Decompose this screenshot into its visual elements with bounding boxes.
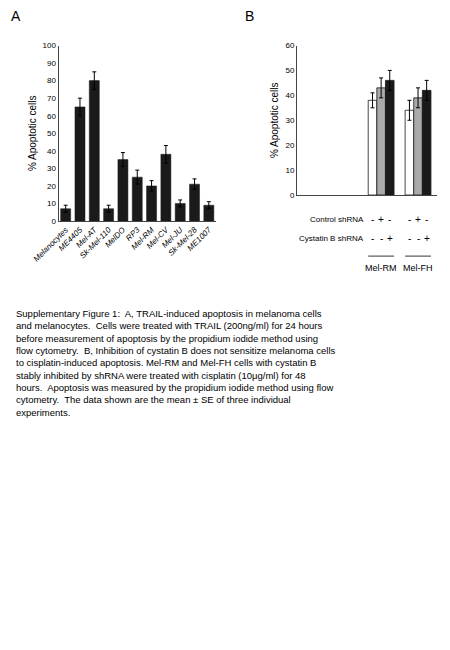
- svg-text:+: +: [415, 214, 421, 225]
- svg-text:80: 80: [47, 76, 56, 85]
- svg-text:Mel-AT: Mel-AT: [74, 225, 99, 250]
- svg-text:Sk-Mel-28: Sk-Mel-28: [167, 225, 200, 258]
- svg-text:100: 100: [43, 41, 57, 50]
- svg-text:Mel-JU: Mel-JU: [160, 225, 184, 249]
- svg-text:70: 70: [47, 94, 56, 103]
- svg-text:40: 40: [285, 91, 294, 100]
- svg-text:-: -: [408, 233, 411, 244]
- svg-text:20: 20: [47, 182, 56, 191]
- svg-text:ME1007: ME1007: [186, 225, 214, 253]
- svg-text:-: -: [425, 214, 428, 225]
- svg-text:50: 50: [47, 129, 56, 138]
- svg-text:0: 0: [290, 191, 295, 200]
- svg-text:-: -: [371, 214, 374, 225]
- svg-text:Mel-CV: Mel-CV: [145, 225, 171, 251]
- svg-text:40: 40: [47, 147, 56, 156]
- svg-text:10: 10: [47, 199, 56, 208]
- svg-text:Mel-RM: Mel-RM: [130, 225, 156, 251]
- svg-text:-: -: [408, 214, 411, 225]
- svg-text:RP3: RP3: [124, 225, 142, 243]
- svg-text:B: B: [245, 8, 254, 24]
- svg-text:+: +: [378, 214, 384, 225]
- svg-text:A: A: [11, 8, 21, 24]
- svg-text:30: 30: [47, 164, 56, 173]
- svg-text:Control shRNA: Control shRNA: [310, 215, 364, 224]
- svg-text:-: -: [380, 233, 383, 244]
- svg-text:30: 30: [285, 116, 294, 125]
- svg-text:% Apoptotic cells: % Apoptotic cells: [269, 82, 280, 158]
- svg-text:ME4405: ME4405: [57, 225, 85, 253]
- svg-text:Supplementary Figure 1: A, TR: Supplementary Figure 1: A, TRAIL-induced…: [16, 308, 336, 418]
- svg-text:Mel-FH: Mel-FH: [403, 263, 433, 273]
- svg-text:10: 10: [285, 166, 294, 175]
- svg-text:60: 60: [47, 112, 56, 121]
- svg-text:50: 50: [285, 66, 294, 75]
- svg-text:-: -: [417, 233, 420, 244]
- svg-text:0: 0: [51, 217, 56, 226]
- svg-text:MelDO: MelDO: [103, 225, 127, 249]
- svg-text:60: 60: [285, 41, 294, 50]
- svg-text:-: -: [371, 233, 374, 244]
- svg-text:Mel-RM: Mel-RM: [365, 263, 397, 273]
- svg-text:% Apoptotic cells: % Apoptotic cells: [27, 95, 38, 171]
- svg-text:90: 90: [47, 59, 56, 68]
- svg-text:20: 20: [285, 141, 294, 150]
- svg-text:Cystatin B shRNA: Cystatin B shRNA: [299, 234, 364, 243]
- svg-text:+: +: [387, 233, 393, 244]
- svg-text:Melanocytes: Melanocytes: [32, 225, 70, 263]
- svg-text:-: -: [388, 214, 391, 225]
- svg-text:+: +: [424, 233, 430, 244]
- svg-text:Sk-Mel-110: Sk-Mel-110: [78, 225, 113, 260]
